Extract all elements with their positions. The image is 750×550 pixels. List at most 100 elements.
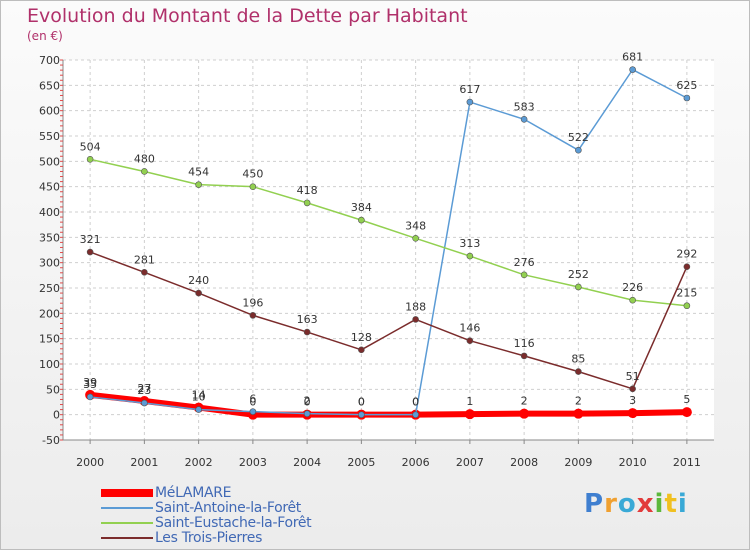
series-2-point <box>412 235 419 242</box>
series-2-point <box>303 199 311 207</box>
legend-label-0: MéLAMARE <box>155 484 232 501</box>
series-3-point <box>358 346 365 354</box>
series-2-point <box>358 216 365 224</box>
series-1-data-label: 6 <box>249 393 256 406</box>
series-1-data-label: 681 <box>622 51 643 64</box>
series-2-data-label: 450 <box>242 168 263 181</box>
series-line-3 <box>89 251 688 390</box>
x-tick-label: 2010 <box>619 456 647 469</box>
series-2-data-label: 480 <box>134 152 155 165</box>
x-tick-label: 2005 <box>347 456 375 469</box>
series-1-data-label: 2 <box>304 395 311 408</box>
plot-area <box>63 60 714 440</box>
x-tick-label: 2006 <box>402 456 430 469</box>
x-tick-label: 2004 <box>293 456 321 469</box>
series-1-point <box>466 98 474 106</box>
legend-item-2: Saint-Eustache-la-Forêt <box>101 515 312 531</box>
series-1-point <box>195 406 202 413</box>
series-1-point <box>86 393 94 401</box>
series-2-data-label: 504 <box>80 140 101 153</box>
y-tick-label: 50 <box>46 383 60 396</box>
legend-label-1: Saint-Antoine-la-Forêt <box>155 499 301 516</box>
series-1-data-label: 35 <box>83 378 97 391</box>
series-3-data-label: 85 <box>571 353 585 366</box>
series-2-point <box>195 181 202 188</box>
series-3-point <box>195 289 202 297</box>
series-0-data-label: 0 <box>249 396 256 409</box>
series-1-data-label: 23 <box>137 384 151 397</box>
x-tick-label: 2007 <box>456 456 484 469</box>
series-1-data-label: 617 <box>459 83 480 96</box>
series-0-data-label: 14 <box>192 389 206 402</box>
proxiti-logo: Proxiti <box>584 489 688 519</box>
series-1-point <box>249 408 257 415</box>
y-tick-label: -50 <box>42 434 60 447</box>
series-3-point <box>412 316 419 323</box>
series-0-data-label: 2 <box>575 395 582 408</box>
series-3-point <box>249 312 257 319</box>
legend-item-0: MéLAMARE <box>101 484 311 501</box>
logo-letter: o <box>617 489 637 519</box>
y-tick-label: 650 <box>39 79 60 92</box>
series-0-data-label: 0 <box>412 396 419 409</box>
series-3-data-label: 196 <box>242 296 263 309</box>
series-2-data-label: 313 <box>459 237 480 250</box>
x-tick-label: 2002 <box>185 456 213 469</box>
series-1-data-label: 0 <box>412 396 419 409</box>
logo-letter: r <box>604 489 618 519</box>
series-2-data-label: 226 <box>622 281 643 294</box>
series-3-point <box>86 248 94 256</box>
series-1-point <box>303 410 311 417</box>
series-3-point <box>629 385 636 393</box>
y-tick-label: 550 <box>39 130 60 143</box>
legend-label-3: Les Trois-Pierres <box>155 529 263 546</box>
y-tick-label: 700 <box>39 54 60 67</box>
series-1-point <box>412 411 419 418</box>
series-1-point <box>575 146 582 154</box>
series-0-data-label: 0 <box>304 396 311 409</box>
logo-letter: i <box>654 489 665 519</box>
legend-item-1: Saint-Antoine-la-Forêt <box>101 499 311 516</box>
y-tick-label: 500 <box>39 155 60 168</box>
series-2-data-label: 348 <box>405 219 426 232</box>
legend-swatch-1 <box>101 506 153 509</box>
series-0-point <box>681 407 692 418</box>
y-tick-label: 150 <box>39 333 60 346</box>
chart-legend: MéLAMARE Saint-Antoine-la-Forêt Saint-Eu… <box>101 484 312 546</box>
x-tick-label: 2003 <box>239 456 267 469</box>
series-0-data-label: 1 <box>466 395 473 408</box>
series-0-point <box>519 408 530 419</box>
logo-letter: i <box>677 489 688 519</box>
series-2-point <box>466 252 474 260</box>
series-0-data-label: 2 <box>521 395 528 408</box>
series-1-data-label: 583 <box>514 100 535 113</box>
series-1-point <box>358 411 365 418</box>
series-3-data-label: 281 <box>134 253 155 266</box>
legend-swatch-2 <box>101 521 153 524</box>
series-3-point <box>683 263 691 271</box>
series-3-data-label: 240 <box>188 274 209 287</box>
series-0-data-label: 0 <box>358 396 365 409</box>
chart-title: Evolution du Montant de la Dette par Hab… <box>27 5 468 27</box>
x-tick-label: 2008 <box>510 456 538 469</box>
series-2-point <box>86 156 94 163</box>
series-3-data-label: 51 <box>626 370 640 383</box>
series-3-point <box>575 368 582 375</box>
logo-letter: P <box>584 489 605 519</box>
series-3-data-label: 188 <box>405 300 426 313</box>
y-tick-label: 200 <box>39 307 60 320</box>
x-tick-label: 2011 <box>673 456 701 469</box>
series-1-point <box>520 115 528 123</box>
series-1-data-label: 625 <box>676 79 697 92</box>
series-3-data-label: 116 <box>514 337 535 350</box>
series-0-data-label: 5 <box>683 393 690 406</box>
series-1-data-label: 522 <box>568 131 589 144</box>
series-0-data-label: 27 <box>137 382 151 395</box>
series-2-point <box>249 183 257 190</box>
series-1-point <box>683 94 691 102</box>
series-3-data-label: 128 <box>351 331 372 344</box>
series-0-point <box>464 409 475 420</box>
series-1-point <box>629 66 636 73</box>
series-2-data-label: 418 <box>297 184 318 197</box>
